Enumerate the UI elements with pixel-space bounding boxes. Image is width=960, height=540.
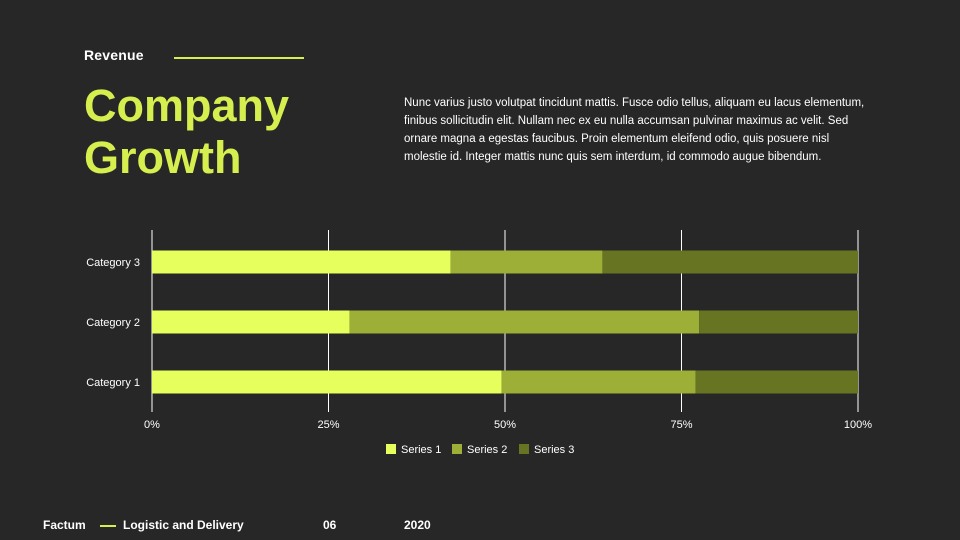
eyebrow-divider [174, 57, 304, 59]
legend-swatch [386, 444, 396, 454]
x-tick-label: 100% [844, 419, 872, 431]
legend-label: Series 1 [401, 444, 441, 456]
footer-year: 2020 [404, 518, 431, 532]
bar-segment [695, 370, 858, 394]
x-tick-label: 0% [144, 419, 160, 431]
bar-segment [501, 370, 696, 394]
legend-swatch [519, 444, 529, 454]
x-tick-label: 25% [317, 419, 339, 431]
category-label: Category 3 [86, 257, 140, 269]
footer-divider [100, 525, 116, 527]
legend-label: Series 3 [534, 444, 574, 456]
title-line-1: Company [84, 80, 290, 131]
category-label: Category 1 [86, 377, 140, 389]
bar-segment [152, 310, 350, 334]
bar-segment [450, 250, 603, 274]
bar-segment [602, 250, 858, 274]
bar-segment [699, 310, 858, 334]
bar-segment [152, 250, 451, 274]
body-paragraph: Nunc varius justo volutpat tincidunt mat… [404, 97, 865, 163]
x-tick-label: 75% [670, 419, 692, 431]
bar-segment [152, 370, 502, 394]
bar-segment [349, 310, 700, 334]
title-line-2: Growth [84, 132, 242, 183]
footer-section: Logistic and Delivery [123, 518, 244, 532]
legend-label: Series 2 [467, 444, 507, 456]
category-label: Category 2 [86, 317, 140, 329]
eyebrow-label: Revenue [84, 47, 144, 63]
legend-swatch [452, 444, 462, 454]
stacked-bar-chart: 0% 25% 50% 75% 100% Category 1 Category 2 Categ… [86, 230, 872, 456]
page-title: Company Growth [84, 80, 289, 184]
footer-page-number: 06 [323, 518, 337, 532]
x-tick-label: 50% [494, 419, 516, 431]
footer-brand: Factum [43, 518, 86, 532]
